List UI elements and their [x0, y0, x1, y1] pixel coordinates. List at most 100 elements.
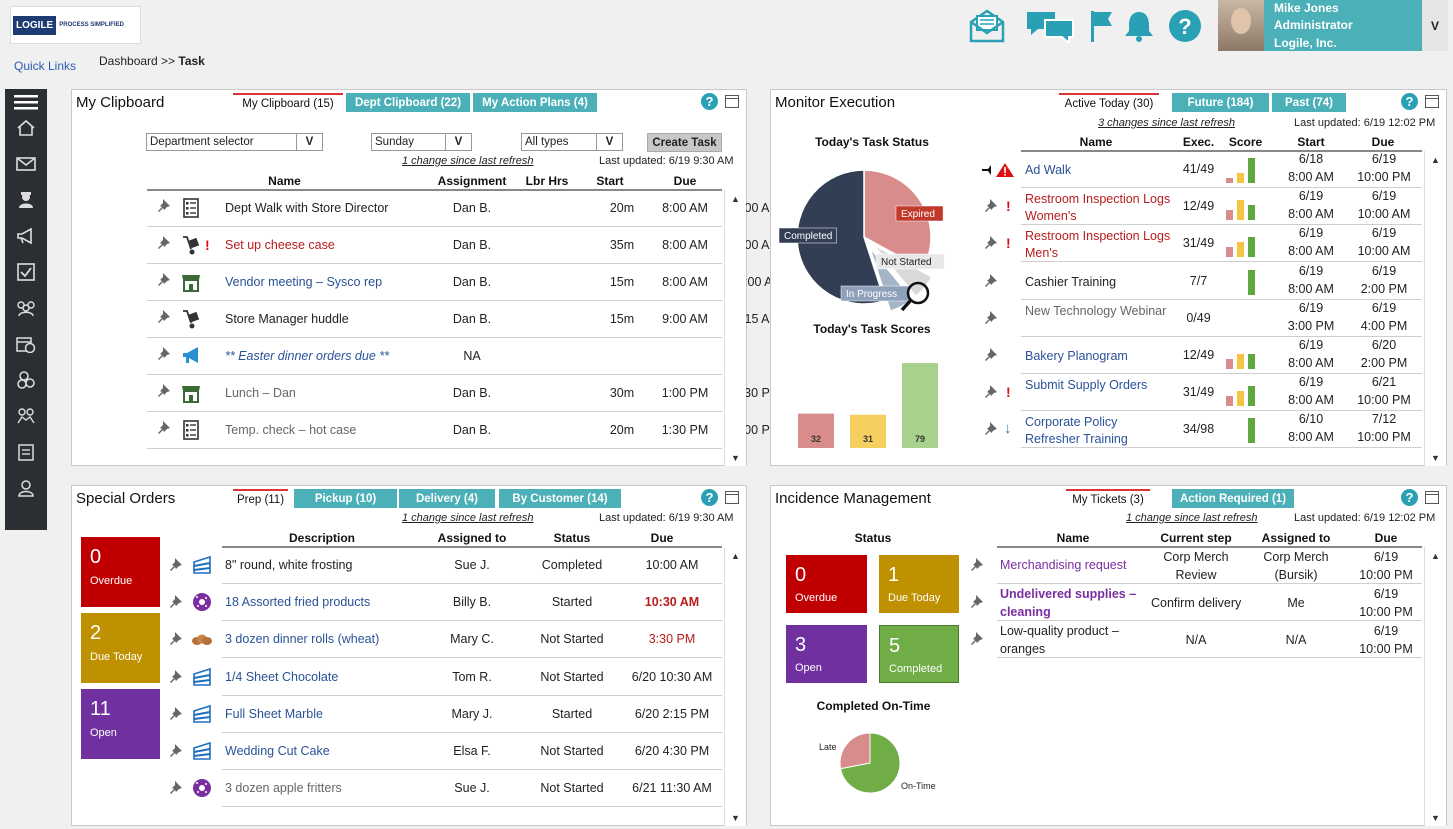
table-row[interactable]: Merchandising request Corp Merch Review Cor…: [966, 547, 1422, 584]
order-description[interactable]: 18 Assorted fried products: [225, 595, 371, 610]
table-row[interactable]: 3 dozen apple fritters Sue J. Not Started 6…: [167, 770, 722, 808]
table-row[interactable]: Ad Walk 41/49 6/18 8:00 AM 6/19 10:00 PM: [982, 151, 1422, 188]
open-tile[interactable]: 11 Open: [81, 689, 160, 759]
col-lbr-hrs[interactable]: Lbr Hrs: [525, 174, 569, 188]
ticket-name-line2[interactable]: oranges: [1000, 642, 1046, 656]
scroll-up-icon[interactable]: ▲: [731, 551, 740, 561]
department-selector[interactable]: Department selector V: [146, 133, 323, 151]
tab-action-required[interactable]: Action Required (1): [1172, 489, 1294, 508]
ticket-name-line1[interactable]: Merchandising request: [1000, 558, 1127, 572]
scroll-up-icon[interactable]: ▲: [1431, 155, 1440, 165]
table-row[interactable]: New Technology Webinar 0/49 6/19 3:00 PM 6/1…: [985, 300, 1422, 337]
tab-my-tickets[interactable]: My Tickets (3): [1066, 489, 1150, 508]
pin-icon[interactable]: [157, 272, 173, 288]
pin-icon[interactable]: [169, 557, 185, 573]
scroll-down-icon[interactable]: ▼: [1431, 453, 1440, 463]
user-card[interactable]: Mike Jones Administrator Logile, Inc.: [1218, 0, 1422, 51]
pin-icon[interactable]: [984, 273, 1000, 289]
user-menu-button[interactable]: V: [1422, 0, 1448, 51]
col-due[interactable]: Due: [650, 531, 674, 545]
task-name[interactable]: ** Easter dinner orders due **: [225, 349, 389, 363]
chat-icon[interactable]: [1024, 6, 1076, 46]
table-row[interactable]: 1/4 Sheet Chocolate Tom R. Not Started 6/20…: [167, 659, 722, 696]
pin-icon[interactable]: [169, 780, 185, 796]
table-row[interactable]: ! Restroom Inspection Logs Men's 31/49 6/19…: [984, 225, 1422, 263]
magnifier-icon[interactable]: [900, 281, 930, 312]
col-start[interactable]: Start: [596, 174, 624, 188]
pin-icon[interactable]: [984, 235, 1000, 251]
mail-icon[interactable]: [967, 6, 1007, 46]
worker-icon[interactable]: [5, 183, 47, 217]
tab-past[interactable]: Past (74): [1272, 93, 1346, 112]
day-selector[interactable]: Sunday V: [371, 133, 472, 151]
table-row[interactable]: 18 Assorted fried products Billy B. Starte…: [167, 584, 722, 622]
table-row[interactable]: Low-quality product – oranges N/A N/A 6/19 10…: [966, 621, 1422, 658]
col-assigned-to[interactable]: Assigned to: [1261, 531, 1331, 545]
ticket-name-line1[interactable]: Undelivered supplies –: [1000, 587, 1137, 601]
table-row[interactable]: Full Sheet Marble Mary J. Started 6/20 2:15…: [167, 696, 722, 733]
table-row[interactable]: ↓ Corporate Policy Refresher Training 34/9…: [984, 411, 1422, 449]
task-name[interactable]: Cashier Training: [1025, 274, 1117, 289]
scroll-up-icon[interactable]: ▲: [1431, 551, 1440, 561]
col-due[interactable]: Due: [1371, 135, 1395, 149]
window-icon[interactable]: [725, 95, 739, 108]
overdue-tile[interactable]: 0 Overdue: [786, 555, 867, 613]
table-row[interactable]: 8" round, white frosting Sue J. Completed 1…: [167, 547, 722, 584]
profile-nav-icon[interactable]: [5, 471, 47, 505]
help-icon[interactable]: ?: [701, 489, 718, 506]
table-row[interactable]: 3 dozen dinner rolls (wheat) Mary C. Not S…: [167, 621, 722, 659]
scrollbar[interactable]: ▲ ▼: [724, 190, 746, 466]
due-today-tile[interactable]: 1 Due Today: [879, 555, 959, 613]
tab-pickup[interactable]: Pickup (10): [294, 489, 397, 508]
order-description[interactable]: Full Sheet Marble: [225, 706, 323, 721]
task-name[interactable]: New Technology Webinar: [1025, 303, 1167, 318]
tab-by-customer[interactable]: By Customer (14): [499, 489, 621, 508]
scrollbar[interactable]: ▲ ▼: [1424, 151, 1446, 466]
task-name[interactable]: Vendor meeting – Sysco rep: [225, 275, 383, 289]
clipboard-nav-icon[interactable]: [5, 435, 47, 469]
team-nav-icon[interactable]: [5, 291, 47, 325]
pin-icon[interactable]: [984, 347, 1000, 363]
quick-links[interactable]: Quick Links: [14, 59, 77, 73]
due-today-tile[interactable]: 2 Due Today: [81, 613, 160, 683]
help-icon[interactable]: ?: [1401, 489, 1418, 506]
tab-my-clipboard[interactable]: My Clipboard (15): [233, 93, 343, 112]
order-description[interactable]: Wedding Cut Cake: [225, 744, 330, 758]
table-row[interactable]: Dept Walk with Store Director Dan B. 20m 8:…: [147, 190, 780, 227]
col-name[interactable]: Name: [1056, 531, 1090, 545]
changes-link[interactable]: 1 change since last refresh: [402, 155, 534, 167]
score-bar[interactable]: [798, 413, 834, 448]
calendar-clock-icon[interactable]: [5, 327, 47, 361]
col-name[interactable]: Name: [1079, 135, 1113, 149]
pin-icon[interactable]: [157, 198, 173, 214]
task-name[interactable]: Set up cheese case: [225, 238, 335, 252]
table-row[interactable]: ! Submit Supply Orders 31/49 6/19 8:00 AM 6/2…: [985, 374, 1422, 412]
scrollbar[interactable]: ▲ ▼: [724, 547, 746, 826]
score-bar[interactable]: [902, 363, 938, 448]
pin-icon[interactable]: [970, 594, 986, 610]
home-icon[interactable]: [5, 111, 47, 145]
tab-my-action-plans[interactable]: My Action Plans (4): [473, 93, 597, 112]
task-name[interactable]: Ad Walk: [1025, 163, 1072, 177]
table-row[interactable]: ! Set up cheese case Dan B. 35m 8:00 AM 9:00 …: [147, 227, 780, 264]
col-assigned-to[interactable]: Assigned to: [437, 531, 507, 545]
table-row[interactable]: Temp. check – hot case Dan B. 20m 1:30 PM 2:…: [147, 412, 780, 449]
overdue-tile[interactable]: 0 Overdue: [81, 537, 160, 607]
people-nav-icon[interactable]: [5, 363, 47, 397]
scrollbar[interactable]: ▲ ▼: [1424, 547, 1446, 826]
ticket-name-line1[interactable]: Low-quality product –: [1000, 624, 1119, 638]
pin-icon[interactable]: [169, 706, 185, 722]
megaphone-nav-icon[interactable]: [5, 219, 47, 253]
table-row[interactable]: Bakery Planogram 12/49 6/19 8:00 AM 6/20 2:00…: [984, 337, 1422, 374]
chevron-down-icon[interactable]: V: [296, 134, 322, 150]
pin-icon[interactable]: [169, 631, 185, 647]
ticket-name-line2[interactable]: cleaning: [1000, 605, 1051, 619]
scroll-up-icon[interactable]: ▲: [731, 194, 740, 204]
table-row[interactable]: Vendor meeting – Sysco rep Dan B. 15m 8:00 …: [147, 264, 783, 301]
tab-delivery[interactable]: Delivery (4): [399, 489, 495, 508]
col-due[interactable]: Due: [1374, 531, 1398, 545]
order-description[interactable]: 3 dozen apple fritters: [225, 781, 342, 796]
pin-icon[interactable]: [984, 421, 1000, 437]
task-name[interactable]: Restroom Inspection Logs Men's: [1025, 229, 1171, 261]
scroll-down-icon[interactable]: ▼: [1431, 813, 1440, 823]
